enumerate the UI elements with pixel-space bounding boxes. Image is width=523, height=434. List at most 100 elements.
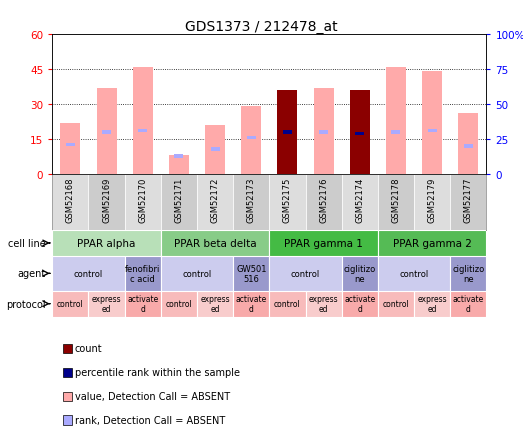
Text: PPAR beta delta: PPAR beta delta: [174, 238, 256, 248]
Bar: [450, 174, 486, 230]
Bar: [378, 256, 450, 291]
Bar: [305, 174, 342, 230]
Text: PPAR gamma 1: PPAR gamma 1: [284, 238, 363, 248]
Text: GSM52168: GSM52168: [66, 178, 75, 223]
Bar: [197, 174, 233, 230]
Bar: [233, 256, 269, 291]
Bar: [414, 291, 450, 317]
Text: GSM52178: GSM52178: [391, 178, 401, 223]
Bar: [52, 230, 161, 256]
Text: GSM52171: GSM52171: [174, 178, 184, 223]
Bar: [414, 174, 450, 230]
Bar: [428, 129, 437, 133]
Text: fenofibri
c acid: fenofibri c acid: [125, 264, 161, 283]
Text: GSM52179: GSM52179: [428, 178, 437, 223]
Text: activate
d: activate d: [344, 294, 376, 314]
Text: PPAR alpha: PPAR alpha: [77, 238, 136, 248]
Bar: [247, 136, 256, 140]
Text: protocol: protocol: [6, 299, 46, 309]
Bar: [97, 89, 117, 174]
Text: activate
d: activate d: [236, 294, 267, 314]
Bar: [391, 131, 401, 135]
Bar: [52, 256, 124, 291]
Bar: [61, 123, 81, 174]
Text: GSM52175: GSM52175: [283, 178, 292, 223]
Bar: [422, 72, 442, 174]
Bar: [88, 174, 124, 230]
Text: express
ed: express ed: [92, 294, 121, 314]
Text: GSM52174: GSM52174: [355, 178, 365, 223]
Text: cell line: cell line: [8, 238, 46, 248]
Text: percentile rank within the sample: percentile rank within the sample: [75, 368, 240, 378]
Text: control: control: [383, 299, 410, 309]
Text: express
ed: express ed: [417, 294, 447, 314]
Bar: [269, 291, 305, 317]
Bar: [88, 291, 124, 317]
Bar: [378, 174, 414, 230]
Text: control: control: [291, 269, 320, 278]
Bar: [458, 114, 478, 174]
Bar: [464, 145, 473, 148]
Bar: [342, 256, 378, 291]
Bar: [342, 174, 378, 230]
Bar: [319, 131, 328, 135]
Bar: [102, 131, 111, 135]
Text: value, Detection Call = ABSENT: value, Detection Call = ABSENT: [75, 391, 230, 401]
Bar: [278, 91, 298, 174]
Bar: [450, 256, 486, 291]
Bar: [66, 144, 75, 147]
Bar: [269, 174, 305, 230]
Text: GSM52172: GSM52172: [211, 178, 220, 223]
Text: rank, Detection Call = ABSENT: rank, Detection Call = ABSENT: [75, 415, 225, 425]
Bar: [138, 129, 147, 133]
Bar: [269, 256, 342, 291]
Text: GW501
516: GW501 516: [236, 264, 267, 283]
Bar: [450, 291, 486, 317]
Bar: [124, 256, 161, 291]
Bar: [378, 291, 414, 317]
Text: express
ed: express ed: [200, 294, 230, 314]
Bar: [305, 291, 342, 317]
Bar: [269, 230, 378, 256]
Text: count: count: [75, 344, 103, 354]
Bar: [161, 230, 269, 256]
Text: ciglitizo
ne: ciglitizo ne: [344, 264, 376, 283]
Bar: [205, 126, 225, 174]
Text: control: control: [166, 299, 192, 309]
Text: express
ed: express ed: [309, 294, 338, 314]
Bar: [52, 291, 88, 317]
Text: activate
d: activate d: [453, 294, 484, 314]
Bar: [233, 291, 269, 317]
Text: GSM52170: GSM52170: [138, 178, 147, 223]
Bar: [283, 131, 292, 135]
Bar: [350, 91, 370, 174]
Bar: [174, 155, 184, 158]
Bar: [124, 174, 161, 230]
Bar: [161, 291, 197, 317]
Text: GSM52177: GSM52177: [464, 178, 473, 223]
Text: agent: agent: [18, 269, 46, 279]
Text: GDS1373 / 212478_at: GDS1373 / 212478_at: [185, 20, 338, 33]
Bar: [241, 107, 261, 174]
Bar: [197, 291, 233, 317]
Bar: [342, 291, 378, 317]
Text: control: control: [183, 269, 212, 278]
Text: PPAR gamma 2: PPAR gamma 2: [393, 238, 472, 248]
Bar: [378, 230, 486, 256]
Text: ciglitizo
ne: ciglitizo ne: [452, 264, 484, 283]
Bar: [161, 174, 197, 230]
Bar: [169, 156, 189, 174]
Bar: [233, 174, 269, 230]
Bar: [355, 132, 365, 136]
Bar: [124, 291, 161, 317]
Text: GSM52169: GSM52169: [102, 178, 111, 223]
Bar: [386, 67, 406, 174]
Text: control: control: [400, 269, 429, 278]
Bar: [161, 256, 233, 291]
Text: control: control: [74, 269, 103, 278]
Bar: [314, 89, 334, 174]
Text: control: control: [274, 299, 301, 309]
Bar: [52, 174, 88, 230]
Bar: [133, 67, 153, 174]
Text: control: control: [57, 299, 84, 309]
